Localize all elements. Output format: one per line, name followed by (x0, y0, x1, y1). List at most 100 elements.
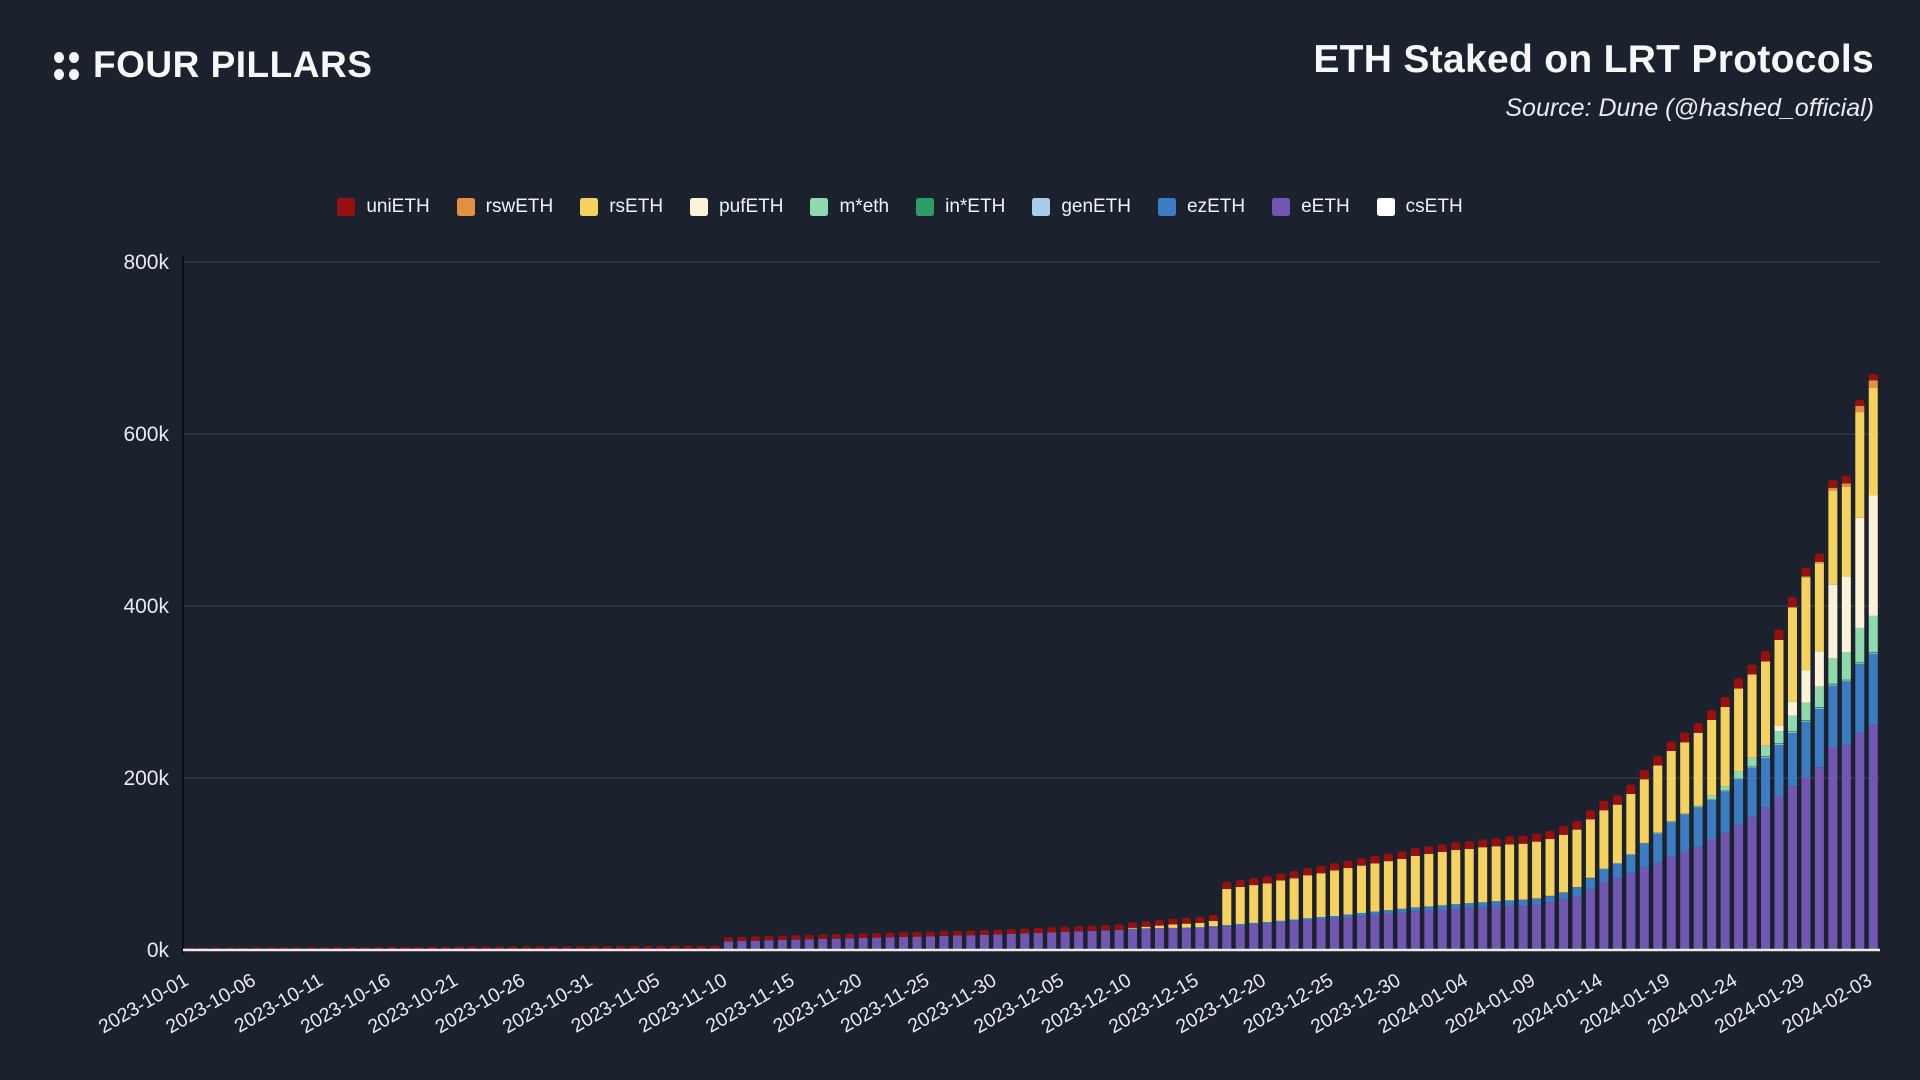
legend-swatch-icon (916, 198, 935, 216)
bar (777, 935, 787, 950)
bar-segment (1276, 880, 1286, 921)
bar-segment (1653, 765, 1663, 833)
bar (1222, 882, 1232, 950)
bar (1330, 863, 1340, 950)
bar-segment (1087, 930, 1097, 950)
bar-segment (952, 935, 962, 950)
bar-segment (1626, 873, 1636, 950)
bar-segment (1424, 906, 1434, 911)
bar-segment (831, 938, 841, 950)
bar-segment (1841, 486, 1851, 577)
bar-segment (1868, 380, 1878, 388)
bar-segment (1141, 926, 1151, 929)
bar-segment (1707, 799, 1717, 840)
bar-segment (1383, 914, 1393, 950)
bar (1410, 848, 1420, 950)
bar-segment (777, 935, 787, 941)
bar-segment (1612, 804, 1622, 864)
bar-segment (1814, 563, 1824, 653)
legend-label: genETH (1061, 196, 1132, 217)
bar-segment (1451, 909, 1461, 950)
bar-segment (1168, 918, 1178, 925)
bar-segment (1666, 750, 1676, 822)
chart-title: ETH Staked on LRT Protocols (1313, 38, 1874, 81)
bar (1680, 732, 1690, 950)
bar-segment (1558, 834, 1568, 893)
bar-segment (1747, 816, 1757, 950)
bar-segment (1303, 918, 1313, 921)
bar (1599, 800, 1609, 950)
bar (1478, 839, 1488, 950)
bar-segment (1424, 846, 1434, 854)
bar-segment (1828, 683, 1838, 685)
bar-segment (1693, 732, 1703, 806)
bar-segment (1397, 851, 1407, 859)
bar-segment (1222, 925, 1232, 927)
bar (1841, 475, 1851, 950)
bar-segment (1410, 907, 1420, 912)
bar (818, 934, 828, 950)
bar-segment (1693, 805, 1703, 807)
bar-segment (1626, 784, 1636, 794)
bar-segment (1316, 865, 1326, 874)
bar-segment (1195, 927, 1205, 929)
bar-segment (1841, 679, 1851, 681)
bar-segment (1154, 919, 1164, 926)
bar (1397, 851, 1407, 950)
legend-label: csETH (1405, 196, 1463, 217)
bar (1707, 710, 1717, 950)
bar-segment (1451, 849, 1461, 905)
bar (1505, 836, 1515, 950)
bar-segment (1814, 652, 1824, 687)
bar-segment (1814, 767, 1824, 950)
bar-segment (1505, 900, 1515, 906)
bar (1289, 871, 1299, 950)
bar (1558, 826, 1568, 950)
bar-segment (925, 936, 935, 950)
bar-segment (1222, 882, 1232, 889)
bar-segment (1572, 896, 1582, 950)
bar-segment (1841, 483, 1851, 487)
bar-segment (1168, 924, 1178, 928)
bar (1276, 873, 1286, 950)
bar (1249, 878, 1259, 950)
source-credit: Source: Dune (@hashed_official) (1505, 94, 1874, 122)
bar-segment (885, 937, 895, 950)
bar (1074, 926, 1084, 950)
bar-segment (1612, 795, 1622, 805)
bar-segment (1532, 841, 1542, 899)
bar-segment (1222, 888, 1232, 926)
bar-segment (1855, 412, 1865, 518)
bar (1356, 858, 1366, 950)
bar-segment (1262, 922, 1272, 924)
bar-segment (1855, 406, 1865, 413)
bar-segment (1841, 652, 1851, 680)
bar-segment (1747, 664, 1757, 675)
bar-segment (1639, 867, 1649, 950)
bar-segment (777, 940, 787, 950)
bar-segment (1262, 923, 1272, 950)
bar (1720, 697, 1730, 950)
bar-segment (1033, 927, 1043, 933)
bar (1451, 842, 1461, 950)
bar-segment (1181, 917, 1191, 924)
bar-segment (1828, 684, 1838, 686)
bar-segment (939, 931, 949, 936)
bar-segment (1518, 899, 1528, 906)
legend-swatch-icon (1158, 198, 1177, 216)
bar-segment (939, 935, 949, 950)
bar (1424, 846, 1434, 950)
bar-segment (1060, 926, 1070, 932)
bar-segment (1020, 928, 1030, 934)
bar-segment (818, 934, 828, 939)
bar-segment (1841, 681, 1851, 745)
bar-segment (1680, 742, 1690, 814)
bar-segment (1626, 854, 1636, 874)
legend-label: ezETH (1187, 196, 1246, 217)
bar-segment (1262, 876, 1272, 884)
bar (845, 933, 855, 950)
bar-segment (764, 935, 774, 941)
bar-segment (1128, 922, 1138, 928)
bar-segment (1235, 923, 1245, 926)
bar-segment (1383, 910, 1393, 915)
